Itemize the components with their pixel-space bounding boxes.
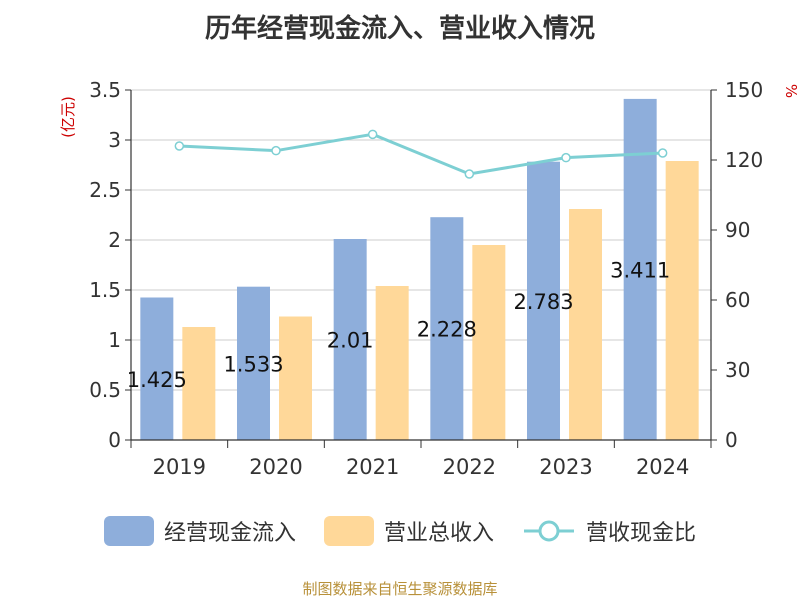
ratio-point [271,145,281,156]
x-axis-tick-label: 2024 [636,455,689,479]
bar-cash-inflow [527,161,560,440]
bar-revenue [182,327,216,440]
legend-item-revenue[interactable]: 营业总收入 [323,515,494,547]
bar-cash-inflow [333,239,367,440]
ratio-point [561,152,571,163]
ratio-line [174,129,668,179]
ratio-point [657,148,668,158]
legend-item-ratio[interactable]: 营收现金比 [522,515,696,547]
legend-swatch-revenue [323,516,374,546]
axes: 0 0.5 1 1.5 2 2.5 3 3.5 0 30 60 90 120 150 2019 2020 202… [89,78,763,479]
x-axis-tick-label: 2022 [443,455,496,479]
source-footer: 制图数据来自恒生聚源数据库 [302,580,498,598]
legend-swatch-cash-inflow [103,516,154,546]
right-axis-tick-label: 30 [725,358,750,382]
ratio-point [174,141,185,151]
left-axis-tick-label: 1 [108,328,121,352]
ratio-point [464,169,475,179]
right-axis-tick-label: 150 [725,78,763,102]
legend-label-revenue: 营业总收入 [383,521,494,546]
bar-cash-inflow [140,297,174,440]
data-label-cash-inflow: 2.228 [417,318,477,342]
bar-revenue [279,316,312,440]
left-axis-tick-label: 0.5 [89,378,121,402]
right-axis-tick-label: 0 [725,428,738,452]
ratio-polyline [179,132,663,176]
x-axis-tick-label: 2019 [153,455,206,479]
legend-swatch-ratio [524,520,574,542]
x-axis-tick-label: 2020 [249,455,302,479]
legend-item-cash-inflow[interactable]: 经营现金流入 [103,515,296,547]
ratio-point [367,129,378,140]
bar-revenue [665,161,699,440]
left-axis-tick-label: 0 [108,428,121,452]
right-axis-tick-label: 60 [725,288,750,312]
left-axis-tick-label: 2.5 [89,178,121,202]
bar-cash-inflow [430,217,464,440]
data-label-cash-inflow: 3.411 [610,258,670,282]
bars [140,98,699,441]
legend-label-ratio: 营收现金比 [586,521,697,546]
legend: 经营现金流入 营业总收入 营收现金比 [0,515,800,547]
right-axis-tick-label: 90 [725,218,750,242]
chart-title: 历年经营现金流入、营业收入情况 [204,14,595,44]
data-label-cash-inflow: 2.783 [513,290,573,314]
left-axis-tick-label: 3 [108,128,121,152]
data-label-cash-inflow: 1.425 [127,368,187,392]
legend-label-cash-inflow: 经营现金流入 [163,521,296,546]
bar-revenue [375,286,409,440]
left-axis-tick-label: 2 [108,228,121,252]
bar-cash-inflow [237,286,270,440]
bar-revenue [472,245,506,440]
x-axis-tick-label: 2023 [539,455,592,479]
left-axis-tick-label: 3.5 [89,78,121,102]
left-axis-tick-label: 1.5 [89,278,121,302]
x-axis-tick-label: 2021 [346,455,399,479]
right-axis-unit: % [782,84,800,98]
left-axis-unit: (亿元) [59,96,77,138]
data-label-cash-inflow: 1.533 [223,352,283,376]
data-labels: 1.425 1.533 2.01 2.228 2.783 3.411 [127,258,670,391]
bar-revenue [569,209,602,440]
data-label-cash-inflow: 2.01 [327,329,374,353]
right-axis-tick-label: 120 [725,148,763,172]
